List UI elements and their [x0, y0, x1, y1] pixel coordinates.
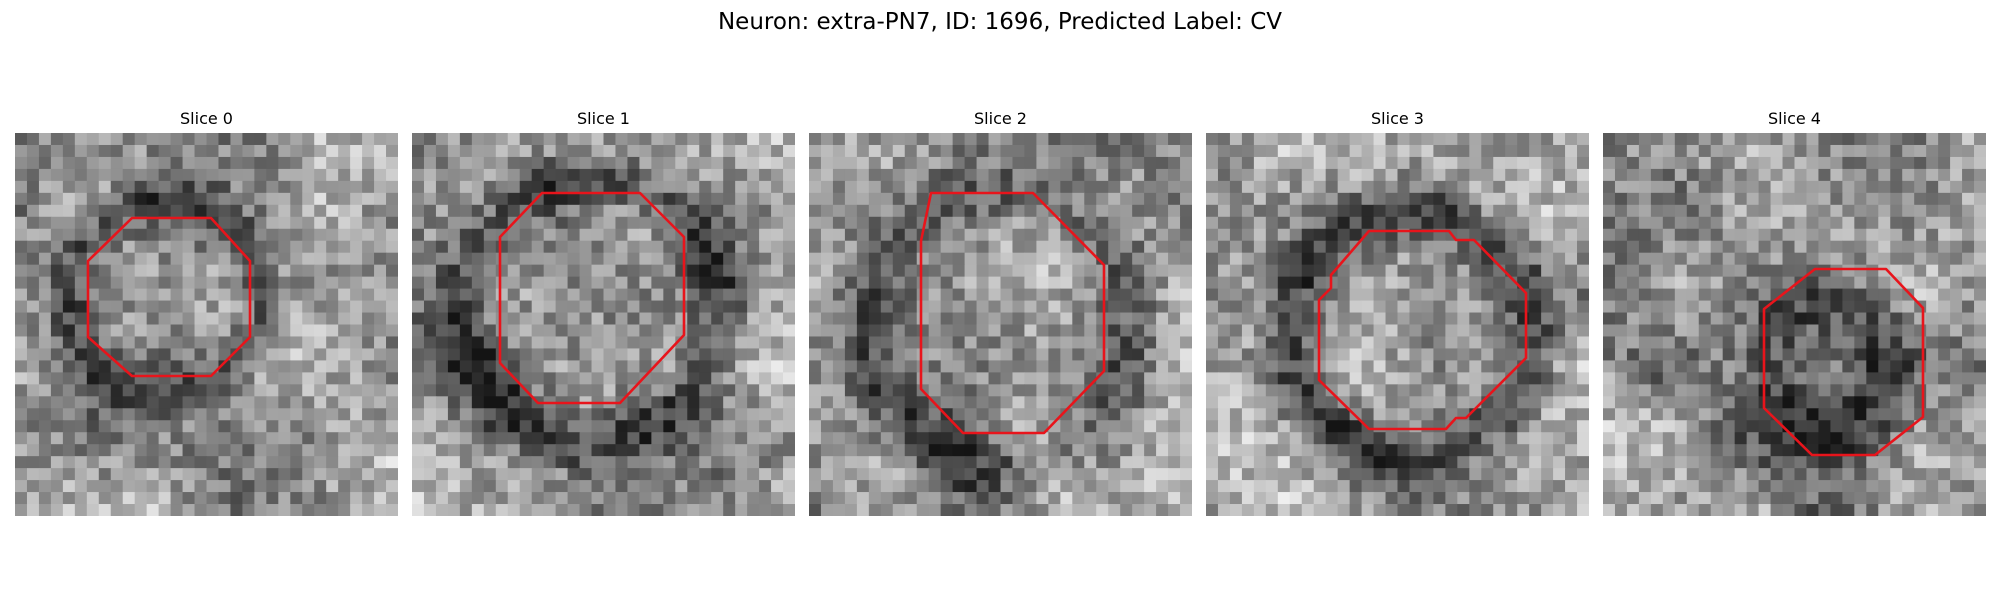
- slice-title-4: Slice 4: [1768, 109, 1821, 128]
- slice-image-2: [809, 133, 1192, 516]
- slice-panel-4: Slice 4: [1603, 108, 1986, 516]
- micrograph-pixels: [1603, 133, 1986, 516]
- slice-title-1: Slice 1: [577, 109, 630, 128]
- slice-image-0: [15, 133, 398, 516]
- slice-panel-1: Slice 1: [412, 108, 795, 516]
- micrograph-pixels: [15, 133, 398, 516]
- slice-title-0: Slice 0: [180, 109, 233, 128]
- micrograph-pixels: [809, 133, 1192, 516]
- slice-title-3: Slice 3: [1371, 109, 1424, 128]
- neuron-contour: [1317, 229, 1528, 431]
- neuron-contour: [498, 191, 686, 405]
- slice-title-2: Slice 2: [974, 109, 1027, 128]
- micrograph-pixels: [1206, 133, 1589, 516]
- slice-panel-0: Slice 0: [15, 108, 398, 516]
- slice-image-3: [1206, 133, 1589, 516]
- slice-panel-3: Slice 3: [1206, 108, 1589, 516]
- slice-panel-2: Slice 2: [809, 108, 1192, 516]
- neuron-contour: [919, 191, 1106, 435]
- slice-image-4: [1603, 133, 1986, 516]
- slice-image-1: [412, 133, 795, 516]
- figure-title: Neuron: extra-PN7, ID: 1696, Predicted L…: [717, 9, 1283, 35]
- neuron-contour: [1762, 267, 1925, 457]
- micrograph-pixels: [412, 133, 795, 516]
- neuron-contour: [86, 216, 252, 378]
